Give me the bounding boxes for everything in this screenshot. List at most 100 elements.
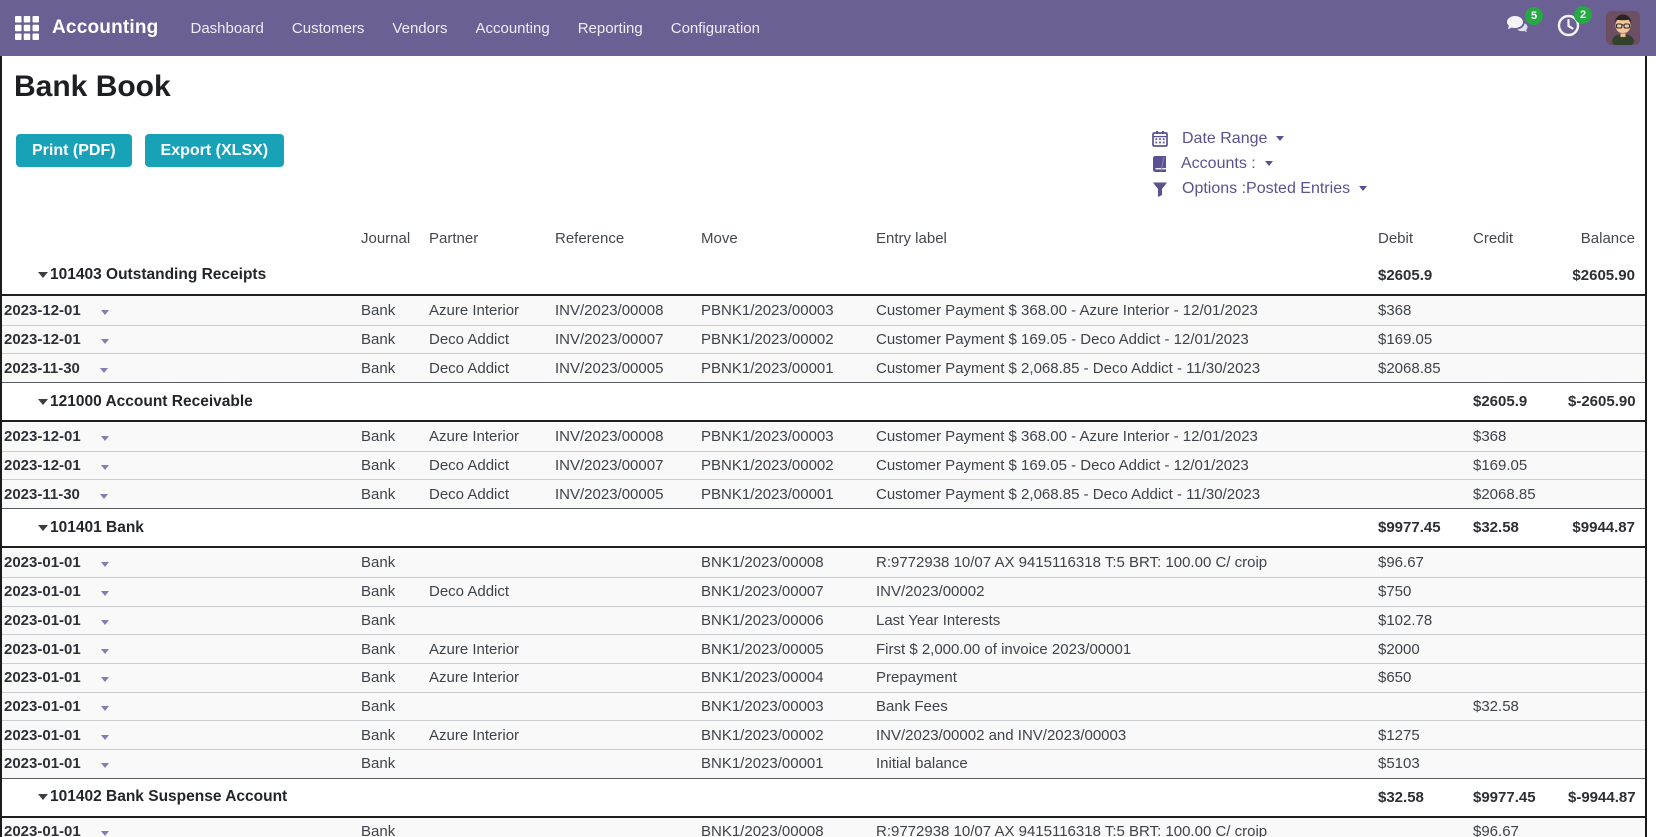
cell-balance — [1566, 353, 1645, 383]
date-dropdown-caret[interactable] — [100, 309, 109, 315]
book-icon — [1152, 155, 1174, 172]
cell-credit: $169.05 — [1471, 450, 1566, 480]
date-dropdown-caret[interactable] — [100, 619, 109, 625]
menu-item-accounting[interactable]: Accounting — [475, 19, 550, 37]
collapse-caret-icon[interactable] — [38, 794, 48, 801]
account-name: 101401 Bank — [50, 518, 144, 536]
cell-label: R:9772938 10/07 AX 9415116318 T:5 BRT: 1… — [874, 817, 1376, 837]
column-header-label: Entry label — [874, 220, 1376, 256]
cell-label: Last Year Interests — [874, 605, 1376, 635]
menu-item-reporting[interactable]: Reporting — [577, 19, 643, 37]
cell-credit: $2068.85 — [1471, 479, 1566, 509]
entry-date: 2023-01-01 — [4, 669, 81, 687]
date-dropdown-caret[interactable] — [100, 677, 109, 683]
menu-item-customers[interactable]: Customers — [291, 19, 365, 37]
cell-label: Customer Payment $ 2,068.85 - Deco Addic… — [874, 353, 1376, 383]
date-dropdown-caret[interactable] — [100, 831, 109, 837]
cell-date: 2023-01-01 — [2, 662, 359, 692]
cell-balance — [1566, 576, 1645, 606]
group-total-debit: $2605.9 — [1376, 256, 1471, 296]
cell-debit: $2068.85 — [1376, 353, 1471, 383]
date-dropdown-caret[interactable] — [100, 591, 109, 597]
cell-journal: Bank — [359, 296, 427, 325]
filter-date-range[interactable]: Date Range — [1152, 126, 1367, 151]
cell-debit: $650 — [1376, 662, 1471, 692]
cell-balance — [1566, 422, 1645, 451]
print-pdf-button[interactable]: Print (PDF) — [16, 134, 132, 167]
group-total-debit: $9977.45 — [1376, 508, 1471, 549]
cell-move: BNK1/2023/00006 — [699, 605, 874, 635]
cell-partner: Azure Interior — [427, 296, 553, 325]
entry-date: 2023-01-01 — [4, 823, 81, 837]
navbar-right: 5 2 — [1506, 6, 1640, 45]
cell-partner — [427, 817, 553, 837]
date-dropdown-caret[interactable] — [99, 367, 108, 373]
export-xlsx-button[interactable]: Export (XLSX) — [144, 134, 285, 167]
date-dropdown-caret[interactable] — [100, 648, 109, 654]
entry-date: 2023-01-01 — [4, 726, 81, 744]
date-dropdown-caret[interactable] — [100, 734, 109, 740]
cell-date: 2023-11-30 — [2, 479, 359, 509]
cell-partner: Deco Addict — [427, 353, 553, 383]
table-row: 2023-01-01 Bank Azure Interior BNK1/2023/00… — [2, 634, 1645, 663]
table-row: 2023-01-01 Bank BNK1/2023/00008 R:9772938 1… — [2, 548, 1645, 577]
cell-balance — [1566, 548, 1645, 577]
collapse-caret-icon[interactable] — [38, 398, 48, 405]
menu-item-vendors[interactable]: Vendors — [392, 19, 448, 37]
cell-move: PBNK1/2023/00001 — [699, 479, 874, 509]
collapse-caret-icon[interactable] — [38, 524, 48, 531]
main-menu: Dashboard Customers Vendors Accounting Repor… — [177, 0, 774, 56]
report-filters: Date Range Accounts : Options :Posted Entr… — [1152, 126, 1368, 201]
cell-debit — [1376, 450, 1471, 480]
table-row: 2023-01-01 Bank Deco Addict BNK1/2023/00007… — [2, 576, 1645, 606]
filter-label: Accounts : — [1181, 154, 1256, 172]
cell-date: 2023-01-01 — [2, 748, 359, 778]
date-dropdown-caret[interactable] — [100, 435, 109, 441]
cell-reference — [553, 548, 699, 577]
date-dropdown-caret[interactable] — [100, 705, 109, 711]
table-row: 2023-12-01 Bank Deco Addict INV/2023/00007 P… — [2, 450, 1645, 480]
menu-item-dashboard[interactable]: Dashboard — [190, 19, 264, 37]
entry-date: 2023-01-01 — [4, 755, 81, 773]
filter-accounts[interactable]: Accounts : — [1152, 151, 1367, 176]
menu-item-configuration[interactable]: Configuration — [670, 19, 760, 37]
cell-journal: Bank — [359, 691, 427, 721]
cell-balance — [1566, 720, 1645, 749]
account-name: 101403 Outstanding Receipts — [50, 266, 267, 283]
app-name[interactable]: Accounting — [52, 17, 159, 38]
activities-button[interactable]: 2 — [1557, 6, 1592, 42]
column-header-move: Move — [699, 220, 874, 256]
cell-date: 2023-01-01 — [2, 817, 359, 837]
cell-partner — [427, 548, 553, 577]
cell-balance — [1566, 817, 1645, 837]
date-dropdown-caret[interactable] — [100, 339, 109, 345]
apps-grid-icon[interactable] — [14, 15, 40, 41]
messages-badge: 5 — [1525, 7, 1543, 25]
bank-book-page: Bank Book Print (PDF) Export (XLSX) Date… — [0, 56, 1647, 837]
filter-options-posted-entries[interactable]: Options :Posted Entries — [1152, 176, 1368, 201]
column-header-partner: Partner — [427, 220, 553, 256]
date-dropdown-caret[interactable] — [99, 493, 108, 499]
collapse-caret-icon[interactable] — [38, 272, 48, 278]
group-total-balance: $9944.87 — [1566, 508, 1645, 549]
cell-debit: $1275 — [1376, 720, 1471, 749]
cell-reference: INV/2023/00008 — [553, 296, 699, 325]
clock-icon — [1557, 14, 1580, 37]
messages-button[interactable]: 5 — [1506, 7, 1543, 41]
date-dropdown-caret[interactable] — [100, 561, 109, 567]
cell-label: Customer Payment $ 169.05 - Deco Addict … — [874, 324, 1376, 354]
cell-partner — [427, 605, 553, 635]
table-row: 2023-01-01 Bank Azure Interior BNK1/2023/00… — [2, 662, 1645, 692]
entry-date: 2023-01-01 — [4, 553, 81, 571]
user-avatar[interactable] — [1606, 11, 1640, 45]
cell-debit: $96.67 — [1376, 548, 1471, 577]
cell-partner: Azure Interior — [427, 720, 553, 749]
entry-date: 2023-01-01 — [4, 583, 81, 601]
entry-date: 2023-11-30 — [4, 485, 80, 503]
cell-credit — [1471, 720, 1566, 749]
date-dropdown-caret[interactable] — [100, 763, 109, 769]
cell-journal: Bank — [359, 324, 427, 354]
date-dropdown-caret[interactable] — [100, 465, 109, 471]
cell-move: BNK1/2023/00003 — [699, 691, 874, 721]
filter-label: Date Range — [1182, 129, 1268, 147]
